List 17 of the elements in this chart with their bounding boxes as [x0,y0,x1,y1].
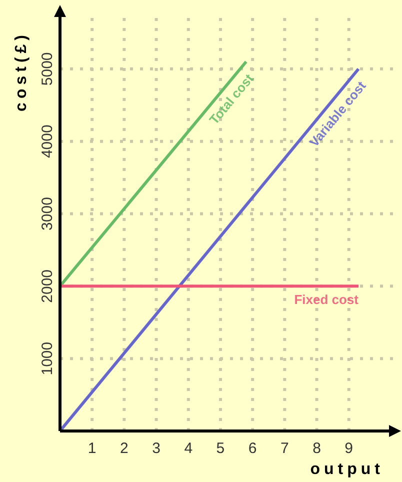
y-tick-label: 1000 [39,342,56,376]
x-tick-label: 8 [312,440,321,457]
series-label: Fixed cost [294,292,360,308]
y-axis-title: cost(£) [13,31,30,112]
x-tick-label: 9 [344,440,354,457]
x-tick-label: 6 [248,440,257,457]
x-axis-title: output [310,461,384,478]
x-tick-label: 1 [88,440,96,457]
y-tick-label: 5000 [39,52,56,86]
y-tick-label: 4000 [39,124,56,158]
y-tick-label: 2000 [39,269,56,303]
x-tick-label: 5 [216,440,225,457]
x-tick-label: 3 [152,440,160,457]
x-tick-label: 7 [280,440,289,457]
y-tick-label: 3000 [39,197,56,230]
x-tick-label: 2 [120,440,128,457]
x-tick-label: 4 [184,440,193,457]
